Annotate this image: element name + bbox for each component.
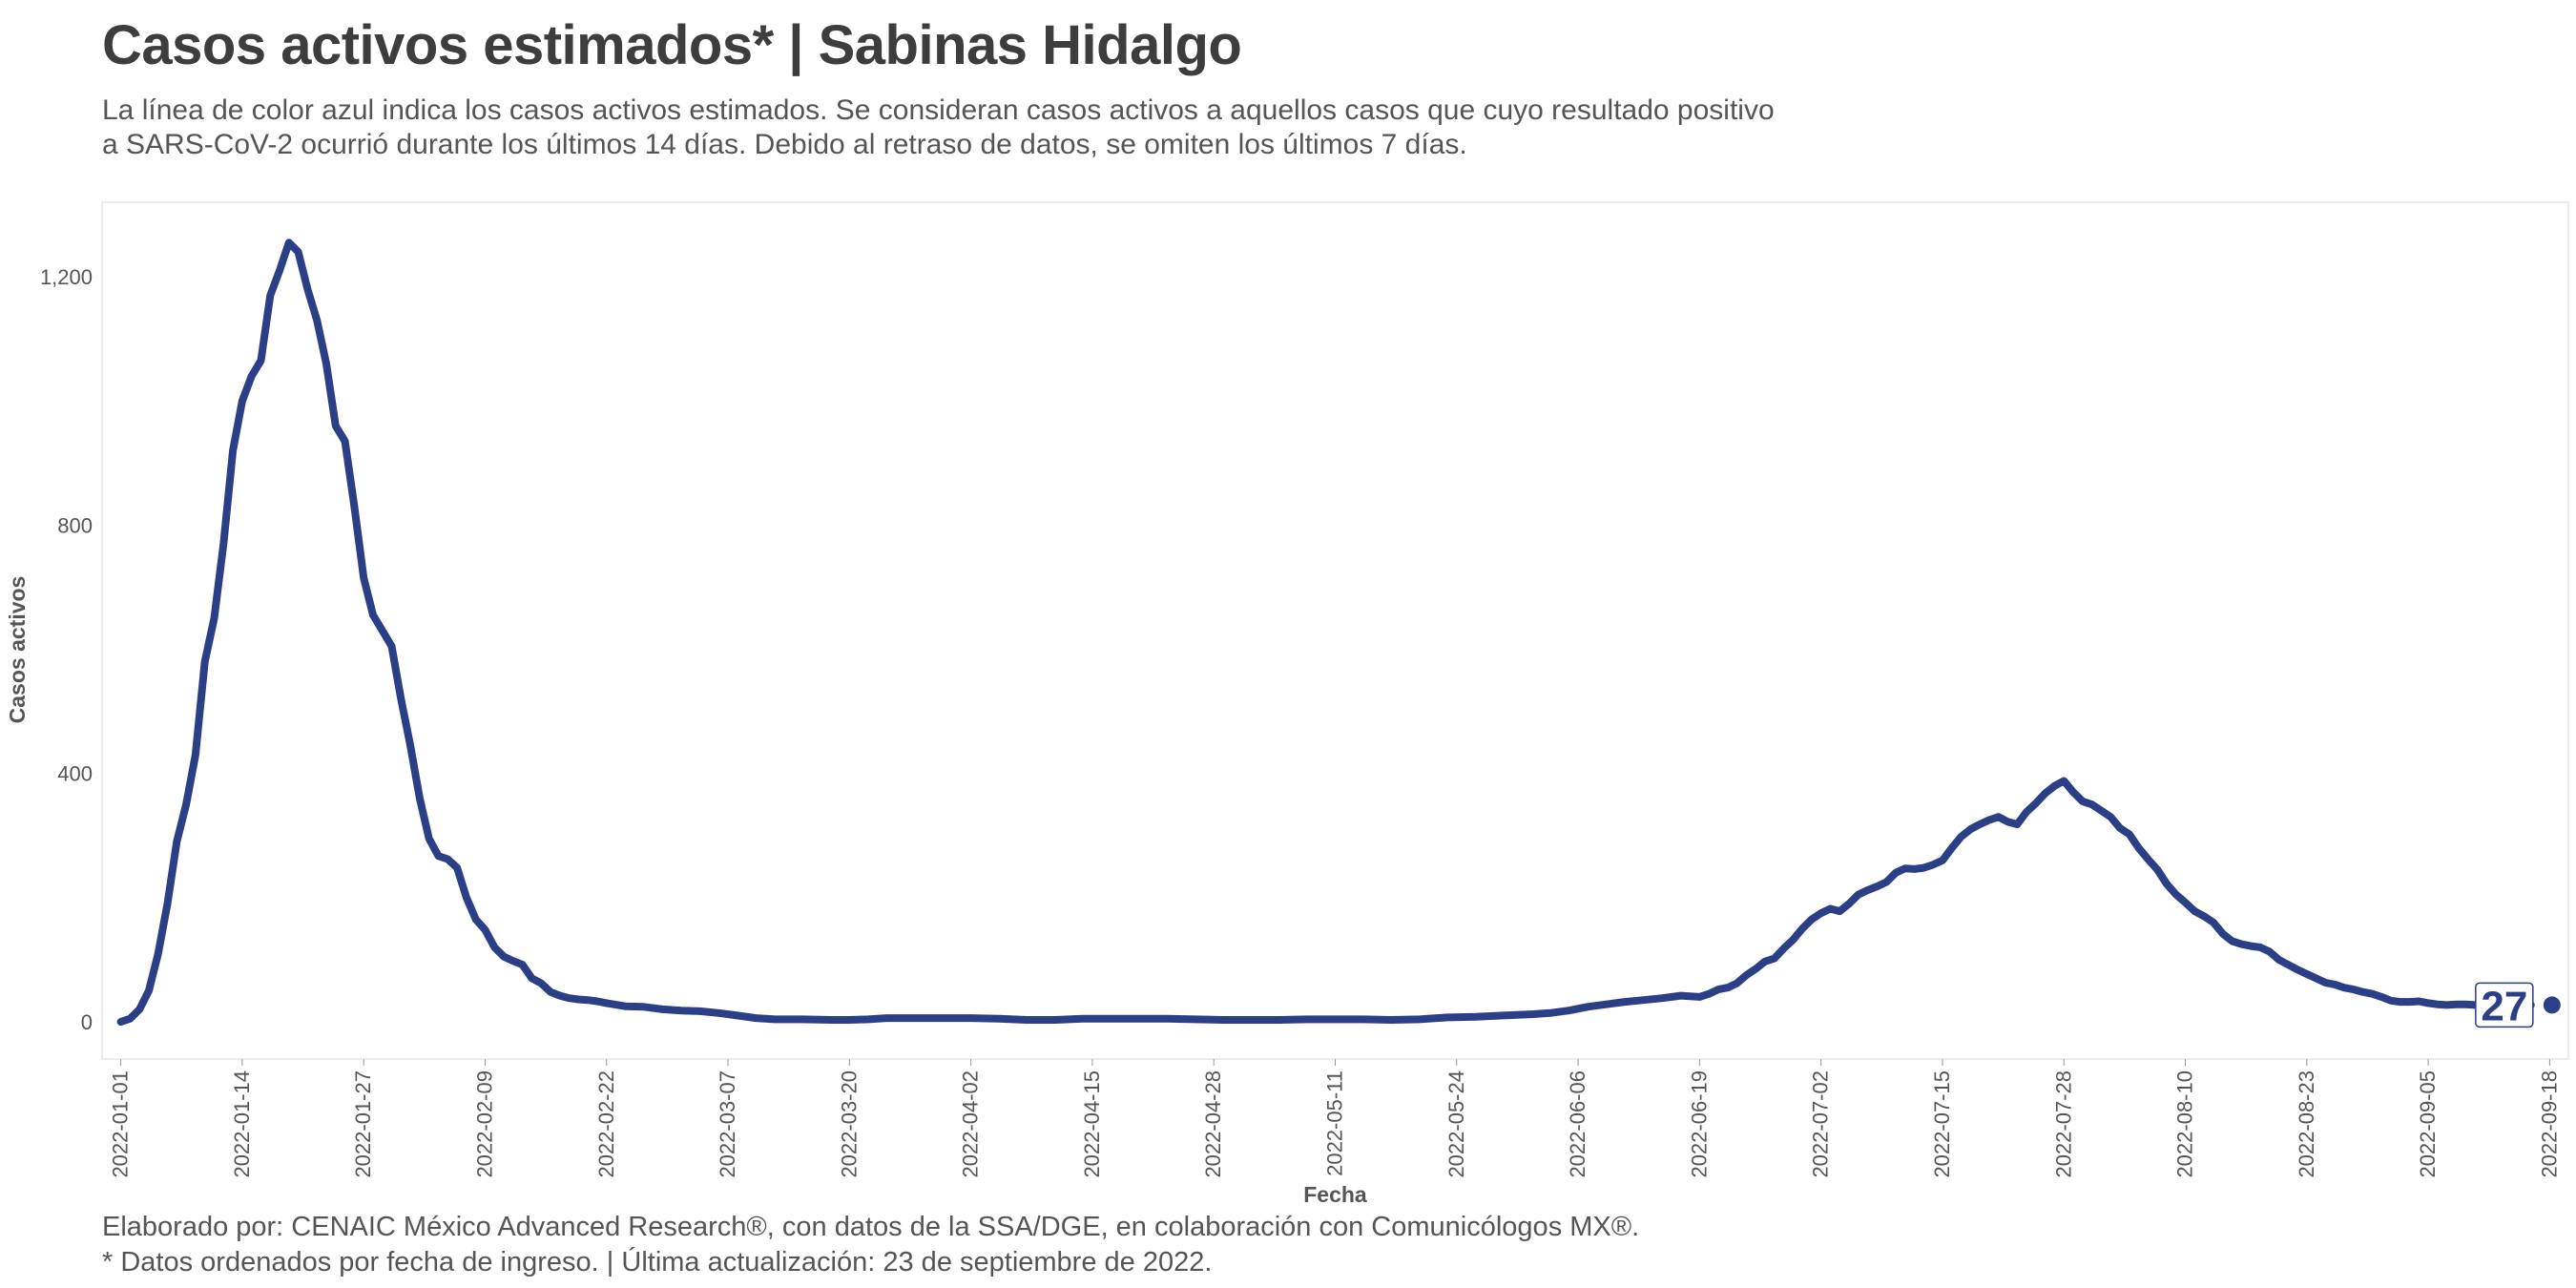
x-tick-label: 2022-04-02 — [959, 1070, 983, 1178]
x-tick-label: 2022-08-10 — [2173, 1070, 2197, 1178]
subtitle-line-2: a SARS-CoV-2 ocurrió durante los últimos… — [102, 129, 1467, 160]
x-tick-label: 2022-06-19 — [1687, 1070, 1711, 1178]
end-point-marker — [2543, 996, 2561, 1014]
y-axis-title: Casos activos — [5, 576, 30, 724]
x-tick-label: 2022-01-01 — [109, 1070, 133, 1178]
x-tick-label: 2022-04-15 — [1080, 1070, 1104, 1178]
plot-panel — [101, 201, 2569, 1060]
x-tick-label: 2022-02-22 — [594, 1070, 618, 1178]
x-tick-label: 2022-01-14 — [230, 1070, 254, 1178]
x-tick-label: 2022-07-15 — [1930, 1070, 1954, 1178]
x-tick-label: 2022-05-11 — [1323, 1070, 1347, 1176]
y-tick-label: 0 — [81, 1010, 93, 1034]
end-value-label: 27 — [2481, 983, 2527, 1029]
end-label-box — [2475, 982, 2534, 1028]
x-tick-label: 2022-06-06 — [1566, 1070, 1589, 1178]
chart-subtitle: La línea de color azul indica los casos … — [102, 93, 1915, 162]
x-tick-label: 2022-09-18 — [2537, 1070, 2561, 1178]
y-tick-label: 400 — [57, 762, 93, 786]
x-axis-ticks: 2022-01-01 2022-01-14 2022-01-27 2022-02-09… — [109, 1059, 2561, 1178]
x-tick-label: 2022-07-28 — [2051, 1070, 2075, 1178]
active-cases-line — [116, 239, 2535, 1026]
caption-line-1: Elaborado por: CENAIC México Advanced Re… — [102, 1212, 1640, 1242]
subtitle-line-1: La línea de color azul indica los casos … — [102, 94, 1775, 126]
y-tick-label: 800 — [57, 513, 93, 537]
x-tick-label: 2022-09-05 — [2416, 1070, 2440, 1178]
x-tick-label: 2022-03-07 — [716, 1070, 739, 1178]
x-axis-title: Fecha — [1303, 1182, 1367, 1207]
x-tick-label: 2022-05-24 — [1444, 1070, 1468, 1178]
y-tick-label: 1,200 — [40, 265, 93, 289]
y-axis-ticks: 0 400 800 1,200 — [40, 265, 93, 1034]
x-tick-label: 2022-02-09 — [472, 1070, 496, 1178]
chart-caption: Elaborado por: CENAIC México Advanced Re… — [102, 1210, 1639, 1280]
x-tick-label: 2022-04-28 — [1201, 1070, 1225, 1178]
x-tick-label: 2022-03-20 — [837, 1070, 861, 1178]
x-tick-label: 2022-07-02 — [1809, 1070, 1833, 1178]
caption-line-2: * Datos ordenados por fecha de ingreso. … — [102, 1247, 1213, 1278]
x-tick-label: 2022-08-23 — [2295, 1070, 2318, 1178]
x-tick-label: 2022-01-27 — [351, 1070, 375, 1178]
chart-title: Casos activos estimados* | Sabinas Hidal… — [102, 14, 1242, 76]
